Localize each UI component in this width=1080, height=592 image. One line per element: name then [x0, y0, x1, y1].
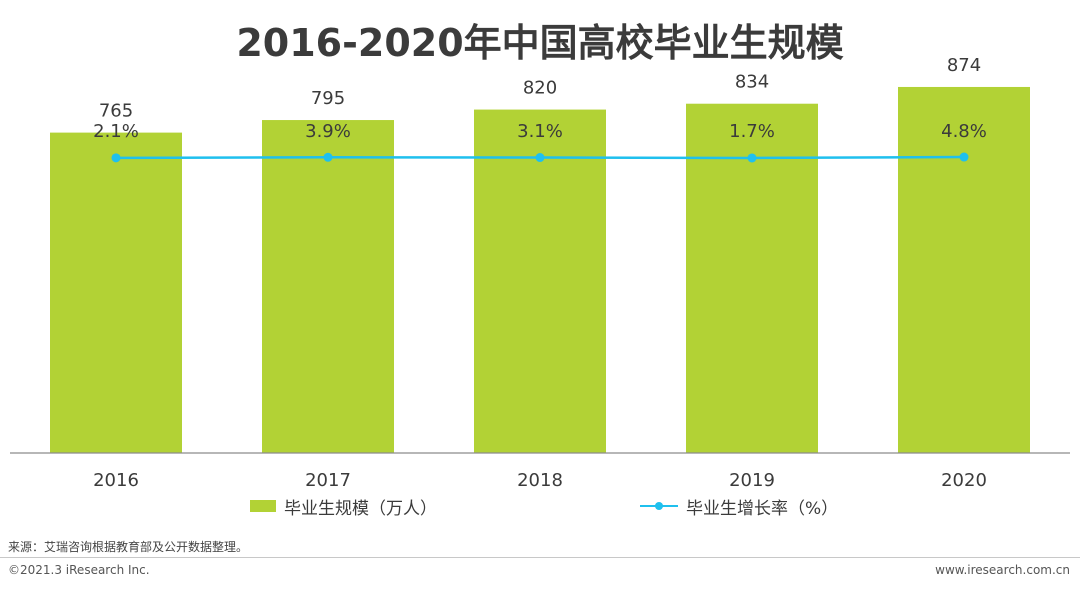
bar-value-label-2017: 795 — [311, 88, 345, 109]
bar-2018 — [474, 109, 606, 454]
bar-value-label-2020: 874 — [947, 55, 981, 76]
chart-title: 2016-2020年中国高校毕业生规模 — [236, 21, 844, 65]
bar-2016 — [50, 132, 182, 453]
bar-value-label-2016: 765 — [99, 101, 133, 122]
legend-line-label: 毕业生增长率（%） — [686, 498, 839, 519]
x-tick-label-2018: 2018 — [517, 470, 563, 491]
growth-rate-label-2017: 3.9% — [305, 121, 351, 142]
growth-rate-label-2020: 4.8% — [941, 121, 987, 142]
footer-divider — [0, 557, 1080, 558]
x-tick-label-2019: 2019 — [729, 470, 775, 491]
bar-2020 — [898, 86, 1030, 454]
bar-value-label-2019: 834 — [735, 72, 769, 93]
bar-value-label-2018: 820 — [523, 78, 557, 99]
growth-rate-point-2017 — [323, 152, 333, 162]
legend-bar-label: 毕业生规模（万人） — [284, 498, 437, 519]
x-tick-label-2020: 2020 — [941, 470, 987, 491]
copyright-text: ©2021.3 iResearch Inc. — [8, 563, 150, 577]
bar-2017 — [262, 120, 394, 453]
x-tick-label-2017: 2017 — [305, 470, 351, 491]
legend-bar-swatch — [250, 500, 276, 512]
legend-item-bar: 毕业生规模（万人） — [250, 494, 437, 519]
growth-rate-point-2020 — [959, 152, 969, 162]
x-tick-label-2016: 2016 — [93, 470, 139, 491]
growth-rate-label-2016: 2.1% — [93, 121, 139, 142]
source-note: 来源：艾瑞咨询根据教育部及公开数据整理。 — [8, 540, 249, 554]
legend-line-swatch — [640, 500, 678, 512]
growth-rate-point-2016 — [111, 153, 121, 163]
growth-rate-point-2018 — [535, 153, 545, 163]
growth-rate-point-2019 — [747, 153, 757, 163]
growth-rate-label-2019: 1.7% — [729, 121, 775, 142]
website-link: www.iresearch.com.cn — [935, 563, 1070, 577]
legend-item-line: 毕业生增长率（%） — [640, 494, 839, 519]
growth-rate-label-2018: 3.1% — [517, 121, 563, 142]
